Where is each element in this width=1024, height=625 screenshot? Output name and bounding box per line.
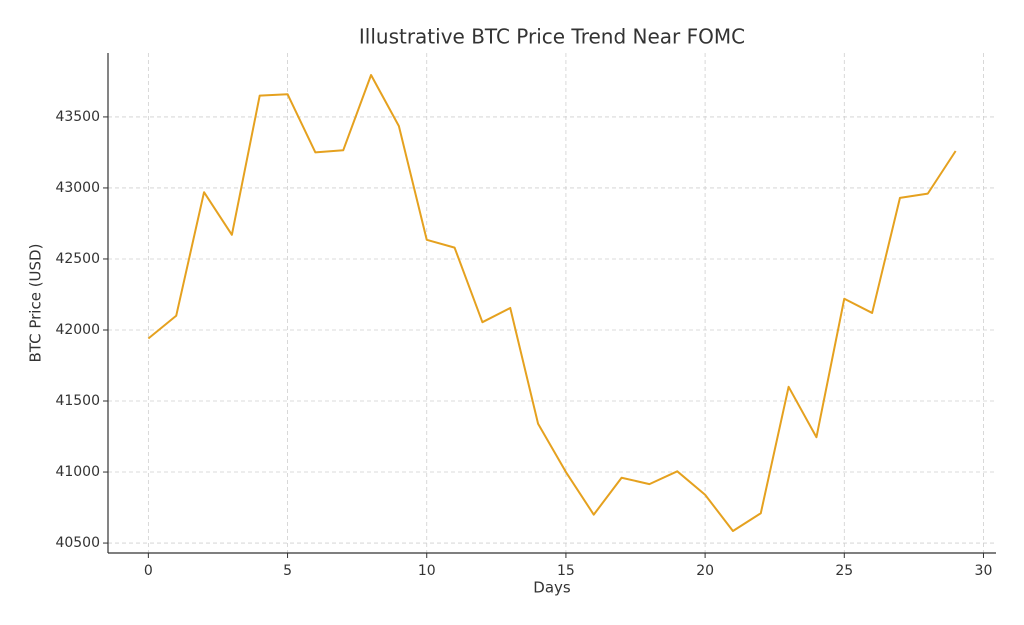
chart-title: Illustrative BTC Price Trend Near FOMC: [359, 25, 745, 49]
x-tick-label: 15: [557, 563, 575, 579]
y-tick-label: 41500: [55, 393, 100, 409]
x-tick-label: 0: [144, 563, 153, 579]
x-tick-label: 20: [696, 563, 714, 579]
x-tick-label: 25: [835, 563, 853, 579]
y-axis-label: BTC Price (USD): [27, 244, 45, 363]
y-tick-label: 43500: [55, 109, 100, 125]
y-tick-label: 42000: [55, 322, 100, 338]
x-axis-label: Days: [533, 579, 571, 597]
x-tick-label: 30: [975, 563, 993, 579]
y-tick-label: 40500: [55, 535, 100, 551]
x-tick-label: 5: [283, 563, 292, 579]
y-tick-label: 43000: [55, 180, 100, 196]
x-tick-label: 10: [418, 563, 436, 579]
data-line: [147, 74, 957, 532]
y-tick-label: 41000: [55, 464, 100, 480]
y-tick-label: 42500: [55, 251, 100, 267]
